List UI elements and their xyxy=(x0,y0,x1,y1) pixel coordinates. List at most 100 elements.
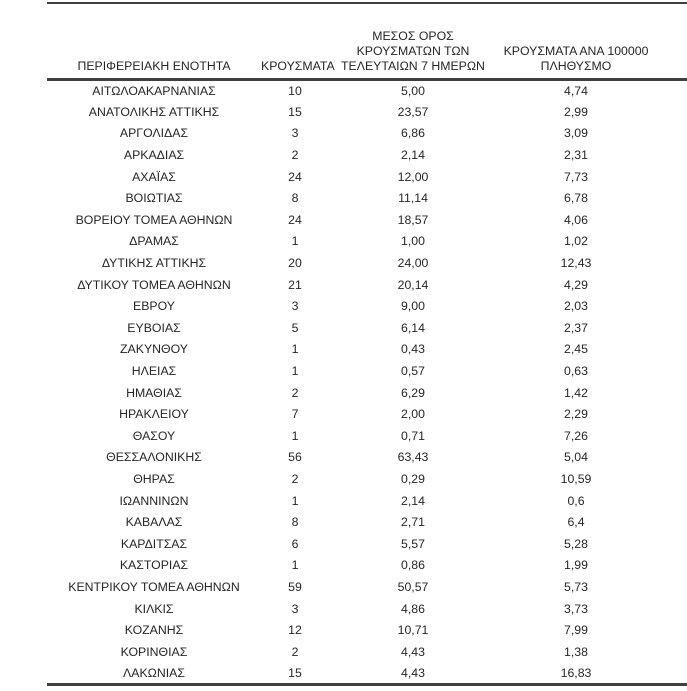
table-row: ΘΗΡΑΣ 2 0,29 10,59 xyxy=(47,468,687,490)
table-cell: 2,14 xyxy=(401,148,425,163)
table-cell: 1,38 xyxy=(564,644,588,659)
table-cell: 18,57 xyxy=(397,212,429,227)
table-row: ΗΛΕΙΑΣ 1 0,57 0,63 xyxy=(47,360,687,382)
table-row: ΔΥΤΙΚΟΥ ΤΟΜΕΑ ΑΘΗΝΩΝ 21 20,14 4,29 xyxy=(47,274,687,296)
table-cell: 0,29 xyxy=(401,471,425,486)
table-row: ΗΡΑΚΛΕΙΟΥ 7 2,00 2,29 xyxy=(47,403,687,425)
table-cell: 1,00 xyxy=(401,234,425,249)
table-row: ΕΒΡΟΥ 3 9,00 2,03 xyxy=(47,295,687,317)
table-row: ΛΑΚΩΝΙΑΣ 15 4,43 16,83 xyxy=(47,663,687,685)
spacer-cell xyxy=(655,576,687,598)
table-cell: 2,45 xyxy=(564,342,588,357)
table-cell: 1 xyxy=(291,234,299,249)
table-cell: 4,43 xyxy=(401,644,425,659)
table-row: ΗΜΑΘΙΑΣ 2 6,29 1,42 xyxy=(47,382,687,404)
table-cell: ΑΡΓΟΛΙΔΑΣ xyxy=(119,126,189,141)
table-cell: 4,06 xyxy=(564,212,588,227)
table-cell: 4,43 xyxy=(401,665,425,680)
column-header-cases: ΚΡΟΥΣΜΑΤΑ xyxy=(261,3,335,81)
header-row: ΠΕΡΙΦΕΡΕΙΑΚΗ ΕΝΟΤΗΤΑ ΚΡΟΥΣΜΑΤΑ ΜΕΣΟΣ ΟΡΟ… xyxy=(47,3,687,81)
table-row: ΑΡΓΟΛΙΔΑΣ 3 6,86 3,09 xyxy=(47,123,687,145)
table-cell: 4,86 xyxy=(401,601,425,616)
table-cell: 2 xyxy=(291,471,299,486)
table-cell: 23,57 xyxy=(397,104,429,119)
table-row: ΚΑΣΤΟΡΙΑΣ 1 0,86 1,99 xyxy=(47,555,687,577)
table-cell: 3,09 xyxy=(564,126,588,141)
table-cell: ΚΟΡΙΝΘΙΑΣ xyxy=(120,644,188,659)
table-row: ΑΡΚΑΔΙΑΣ 2 2,14 2,31 xyxy=(47,144,687,166)
spacer-cell xyxy=(655,101,687,123)
table-cell: 1,42 xyxy=(564,385,588,400)
table-cell: 5,57 xyxy=(401,536,425,551)
spacer-cell xyxy=(655,274,687,296)
table-cell: 10,71 xyxy=(397,623,429,638)
table-cell: 0,6 xyxy=(567,493,585,508)
table-cell: 1 xyxy=(291,428,299,443)
table-cell: ΔΡΑΜΑΣ xyxy=(129,234,179,249)
spacer-cell xyxy=(655,360,687,382)
column-header-cases-per-100000: ΚΡΟΥΣΜΑΤΑ ΑΝΑ 100000 ΠΛΗΘΥΣΜΟ xyxy=(497,3,655,81)
table-cell: 7 xyxy=(291,407,299,422)
table-row: ΕΥΒΟΙΑΣ 5 6,14 2,37 xyxy=(47,317,687,339)
spacer-cell xyxy=(655,339,687,361)
table-cell: ΗΛΕΙΑΣ xyxy=(131,364,177,379)
table-row: ΘΕΣΣΑΛΟΝΙΚΗΣ 56 63,43 5,04 xyxy=(47,447,687,469)
table-cell: 20 xyxy=(288,256,302,271)
table-cell: 10,59 xyxy=(560,471,592,486)
table-cell: 2,99 xyxy=(564,104,588,119)
spacer-cell xyxy=(655,166,687,188)
table-cell: ΚΑΒΑΛΑΣ xyxy=(125,515,183,530)
table-row: ΙΩΑΝΝΙΝΩΝ 1 2,14 0,6 xyxy=(47,490,687,512)
spacer-cell xyxy=(655,403,687,425)
table-cell: 8 xyxy=(291,191,299,206)
table-row: ΚΕΝΤΡΙΚΟΥ ΤΟΜΕΑ ΑΘΗΝΩΝ 59 50,57 5,73 xyxy=(47,576,687,598)
table-header: ΠΕΡΙΦΕΡΕΙΑΚΗ ΕΝΟΤΗΤΑ ΚΡΟΥΣΜΑΤΑ ΜΕΣΟΣ ΟΡΟ… xyxy=(47,3,687,81)
table-cell: 5 xyxy=(291,320,299,335)
table-cell: ΑΧΑΪΑΣ xyxy=(132,169,176,184)
table-cell: 7,73 xyxy=(564,169,588,184)
table-cell: 15 xyxy=(288,104,302,119)
table-cell: 2,03 xyxy=(564,299,588,314)
table-cell: 2,00 xyxy=(401,407,425,422)
table-cell: 6,86 xyxy=(401,126,425,141)
table-cell: ΚΑΡΔΙΤΣΑΣ xyxy=(120,536,188,551)
spacer-cell xyxy=(655,468,687,490)
table-cell: 12 xyxy=(288,623,302,638)
table-cell: 2 xyxy=(291,148,299,163)
spacer-cell xyxy=(655,425,687,447)
table-row: ΚΟΖΑΝΗΣ 12 10,71 7,99 xyxy=(47,619,687,641)
table-cell: 7,26 xyxy=(564,428,588,443)
spacer-cell xyxy=(655,187,687,209)
table-cell: 4,74 xyxy=(564,84,588,99)
table-row: ΒΟΙΩΤΙΑΣ 8 11,14 6,78 xyxy=(47,187,687,209)
table-row: ΑΧΑΪΑΣ 24 12,00 7,73 xyxy=(47,166,687,188)
spacer-cell xyxy=(655,533,687,555)
table-row: ΔΥΤΙΚΗΣ ΑΤΤΙΚΗΣ 20 24,00 12,43 xyxy=(47,252,687,274)
spacer-cell xyxy=(655,231,687,253)
table-row: ΑΝΑΤΟΛΙΚΗΣ ΑΤΤΙΚΗΣ 15 23,57 2,99 xyxy=(47,101,687,123)
table-cell: ΚΑΣΤΟΡΙΑΣ xyxy=(119,558,189,573)
table-cell: 1 xyxy=(291,558,299,573)
table-cell: 10 xyxy=(288,84,302,99)
table-cell: 5,73 xyxy=(564,579,588,594)
spacer-cell xyxy=(655,317,687,339)
column-header-avg-7-days: ΜΕΣΟΣ ΟΡΟΣ ΚΡΟΥΣΜΑΤΩΝ ΤΩΝ ΤΕΛΕΥΤΑΙΩΝ 7 Η… xyxy=(329,3,497,81)
table-cell: 3 xyxy=(291,126,299,141)
spacer-cell xyxy=(655,209,687,231)
table-cell: 7,99 xyxy=(564,623,588,638)
table-cell: 5,04 xyxy=(564,450,588,465)
table-row: ΑΙΤΩΛΟΑΚΑΡΝΑΝΙΑΣ 10 5,00 4,74 xyxy=(47,80,687,102)
table-cell: ΚΙΛΚΙΣ xyxy=(134,601,174,616)
table-row: ΘΑΣΟΥ 1 0,71 7,26 xyxy=(47,425,687,447)
table-cell: 4,29 xyxy=(564,277,588,292)
table-cell: 2 xyxy=(291,644,299,659)
table-cell: 0,43 xyxy=(401,342,425,357)
spacer-cell xyxy=(655,490,687,512)
spacer-cell xyxy=(655,663,687,685)
table-cell: ΕΒΡΟΥ xyxy=(133,299,175,314)
table-cell: 63,43 xyxy=(397,450,429,465)
table-cell: 3 xyxy=(291,299,299,314)
column-header-regional-unit: ΠΕΡΙΦΕΡΕΙΑΚΗ ΕΝΟΤΗΤΑ xyxy=(47,3,261,81)
spacer-cell xyxy=(655,295,687,317)
table-cell: 0,71 xyxy=(401,428,425,443)
